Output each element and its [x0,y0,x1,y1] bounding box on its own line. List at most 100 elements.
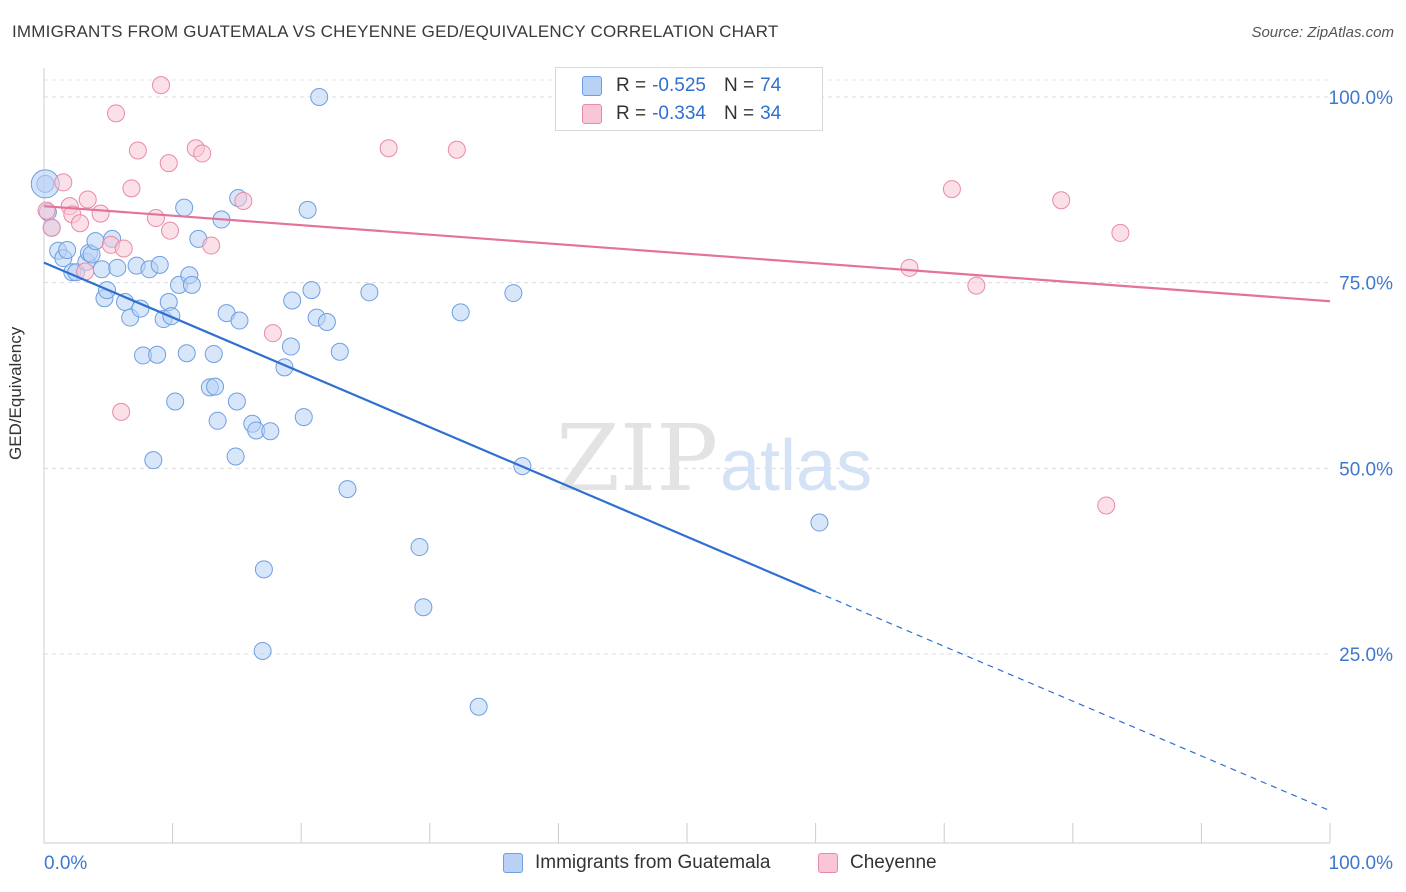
point-cheyenne [234,191,253,210]
legend-label-guatemala: Immigrants from Guatemala [535,852,771,873]
point-guatemala [281,337,300,356]
point-cheyenne [1052,191,1071,210]
point-guatemala [317,313,336,332]
point-cheyenne [152,76,171,95]
point-guatemala [208,411,227,430]
point-guatemala [330,342,349,361]
legend-r-label: R = [616,75,647,96]
point-cheyenne [447,140,466,159]
point-guatemala [230,311,249,330]
legend-item-cheyenne: Cheyenne [818,852,937,874]
legend-r-label: R = [616,103,647,124]
point-cheyenne [159,154,178,173]
legend-swatch-blue [503,853,523,873]
x-tick-label-min: 0.0% [44,853,87,874]
y-tick-label: 100.0% [1329,88,1394,109]
point-guatemala [177,344,196,363]
point-cheyenne [379,139,398,158]
x-tick-label-max: 100.0% [1329,853,1394,874]
point-guatemala [810,513,829,532]
point-cheyenne [263,324,282,343]
point-cheyenne [967,276,986,295]
point-guatemala [360,283,379,302]
point-guatemala [298,200,317,219]
correlation-legend: R = -0.525 N = 74 R = -0.334 N = 34 [555,67,823,131]
point-guatemala [283,291,302,310]
legend-n-value: 34 [760,103,782,124]
chart-title: IMMIGRANTS FROM GUATEMALA VS CHEYENNE GE… [12,22,779,41]
point-cheyenne [112,402,131,421]
point-cheyenne [37,201,56,220]
trendline-guatemala [43,261,817,593]
gridlines [44,79,1330,655]
point-cheyenne [42,218,61,237]
point-guatemala [86,232,105,251]
point-cheyenne [107,104,126,123]
point-guatemala [261,422,280,441]
point-guatemala [414,598,433,617]
trendline-cheyenne [43,205,1331,303]
point-guatemala [144,451,163,470]
point-cheyenne [900,258,919,277]
point-guatemala [206,377,225,396]
y-tick-label: 25.0% [1339,645,1393,666]
point-guatemala [338,480,357,499]
legend-item-guatemala: Immigrants from Guatemala [503,852,770,874]
point-cheyenne [78,190,97,209]
trendline-guatemala-extension [815,591,1331,812]
legend-r-value: -0.334 [652,103,706,124]
point-cheyenne [54,173,73,192]
point-guatemala [504,284,523,303]
point-guatemala [302,281,321,300]
legend-n-value: 74 [760,75,782,96]
point-guatemala [469,697,488,716]
point-cheyenne [1111,223,1130,242]
point-guatemala [253,642,272,661]
watermark: ZIP atlas [556,405,872,512]
point-cheyenne [122,179,141,198]
point-cheyenne [91,204,110,223]
point-guatemala [92,260,111,279]
point-guatemala [182,275,201,294]
legend-swatch-blue [582,76,602,96]
point-guatemala [294,408,313,427]
point-cheyenne [202,236,221,255]
point-guatemala [108,258,127,277]
point-cheyenne [161,221,180,240]
point-guatemala [254,560,273,579]
legend-n-label: N = [723,75,755,96]
legend-n-label: N = [723,103,755,124]
point-cheyenne [114,239,133,258]
legend-r-value: -0.525 [652,75,706,96]
point-guatemala [226,447,245,466]
y-tick-label: 75.0% [1339,274,1393,295]
watermark-atlas: atlas [720,426,872,506]
point-guatemala [204,344,223,363]
point-cheyenne [128,141,147,160]
tick-labels: 100.0% 75.0% 50.0% 25.0% 0.0% 100.0% [44,88,1393,874]
legend-row-cheyenne: R = -0.334 N = 34 [556,101,781,127]
point-cheyenne [1097,496,1116,515]
point-guatemala [410,538,429,557]
watermark-zip: ZIP [556,405,718,512]
legend-swatch-pink [582,104,602,124]
point-guatemala [58,240,77,259]
point-cheyenne [193,144,212,163]
trendlines [43,205,1331,812]
point-cheyenne [71,214,90,233]
point-cheyenne [942,180,961,199]
point-cheyenne [146,209,165,228]
point-guatemala [310,88,329,106]
point-guatemala [150,255,169,274]
series-legend: Immigrants from Guatemala Cheyenne [0,852,1406,878]
legend-swatch-pink [818,853,838,873]
point-guatemala [148,345,167,364]
y-tick-label: 50.0% [1339,459,1393,480]
point-guatemala [175,198,194,217]
y-axis-label: GED/Equivalency [6,326,25,460]
series-guatemala-points [30,88,829,716]
legend-row-guatemala: R = -0.525 N = 74 [556,73,781,99]
chart-source: Source: ZipAtlas.com [1251,24,1394,41]
point-guatemala [451,303,470,322]
